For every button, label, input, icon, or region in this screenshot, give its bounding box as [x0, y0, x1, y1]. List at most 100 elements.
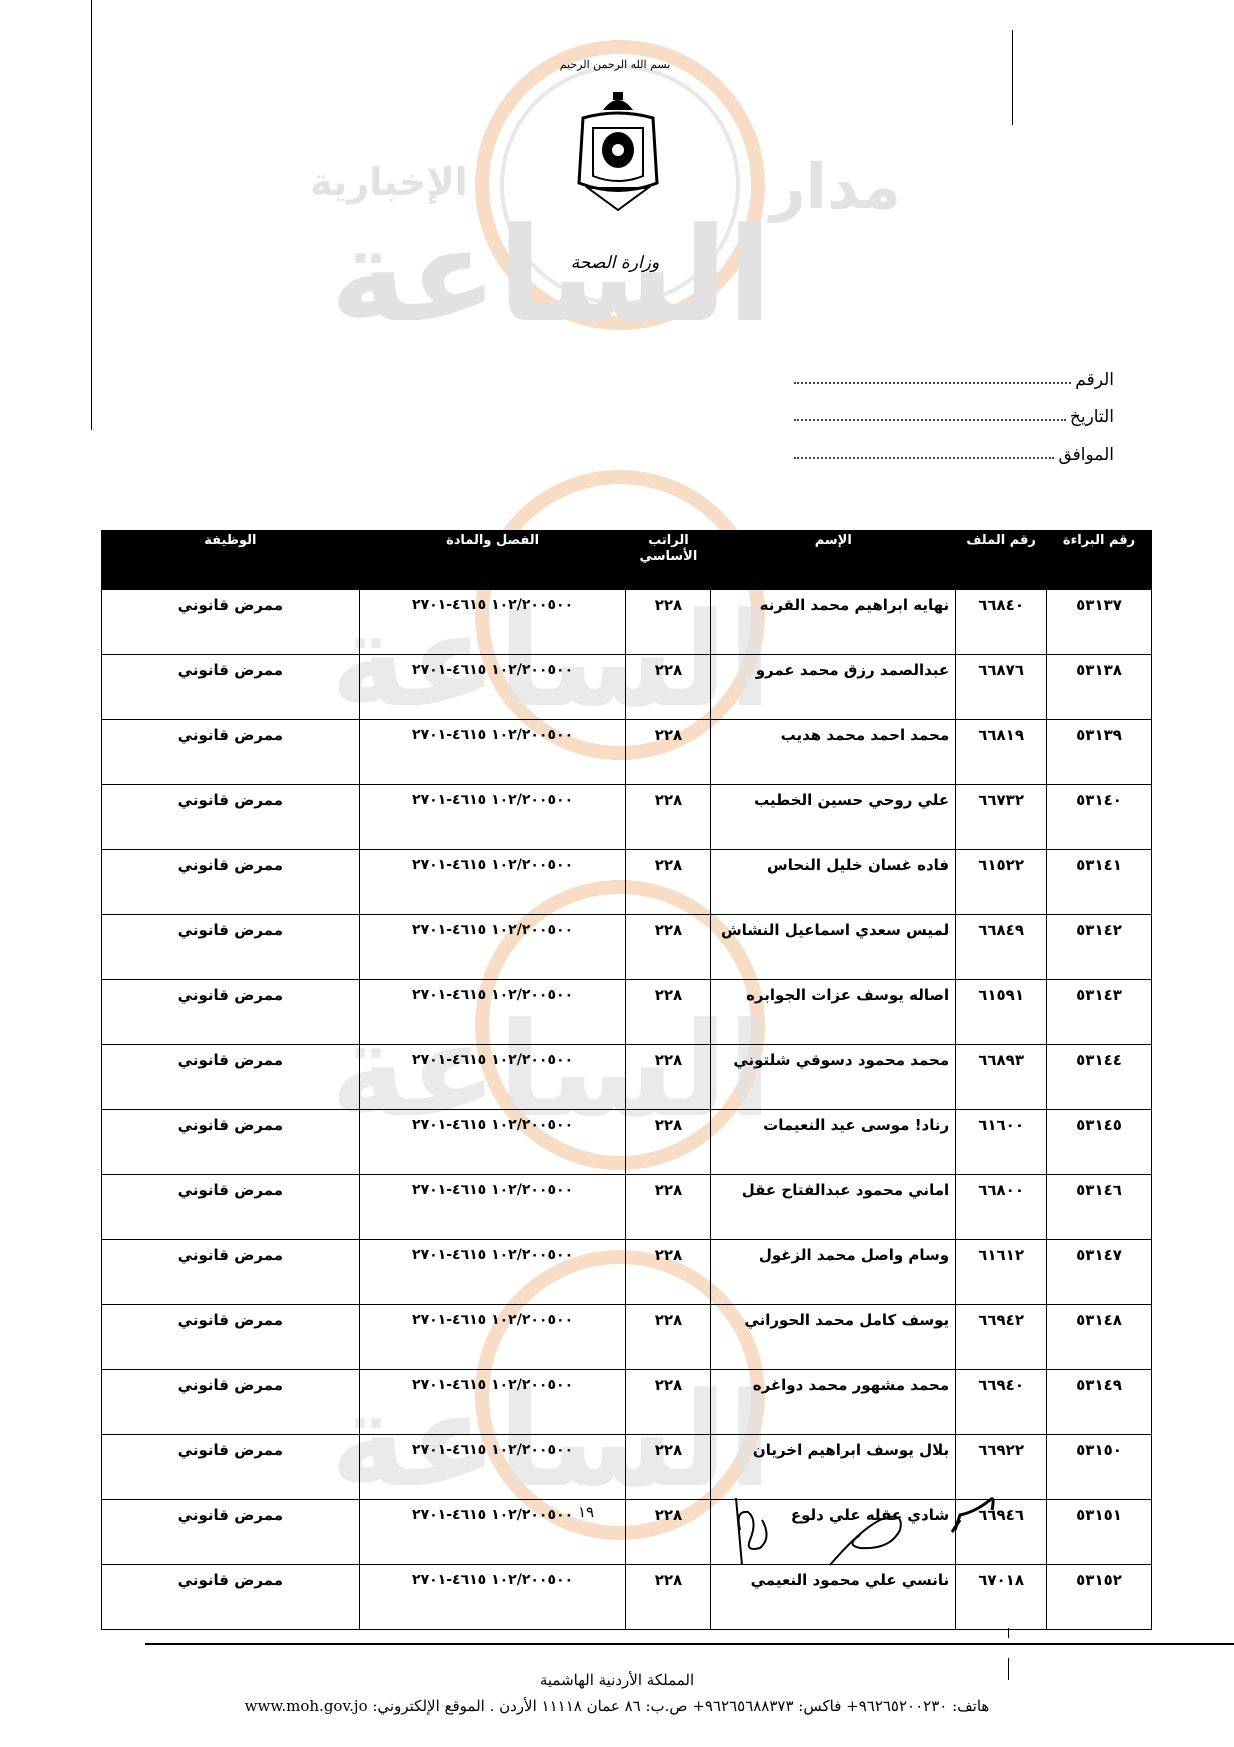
- file-number-cell: ٦٦٨٤٩: [955, 914, 1048, 980]
- file-number-cell: ٦١٦١٢: [955, 1239, 1048, 1305]
- name-cell: عبدالصمد رزق محمد عمرو: [710, 654, 957, 720]
- header-name: الإسم: [710, 530, 957, 590]
- signature-1: [735, 1497, 768, 1566]
- job-cell: ممرض قانوني: [101, 589, 360, 655]
- basic-salary-cell: ٢٢٨: [625, 1044, 712, 1110]
- file-number-cell: ٦٦٩٤٦: [955, 1499, 1048, 1565]
- license-number-cell: ٥٣١٤٣: [1046, 979, 1152, 1045]
- footer-divider: [145, 1643, 1234, 1645]
- header-chapter-article: الفصل والمادة: [358, 530, 627, 590]
- chapter-article-cell: ١٠٢/٢٠٠٥٠٠ ٤٦١٥-٢٧٠١: [358, 1109, 627, 1175]
- license-number-cell: ٥٣١٤٦: [1046, 1174, 1152, 1240]
- basic-salary-cell: ٢٢٨: [625, 1304, 712, 1370]
- license-number-cell: ٥٣١٤٠: [1046, 784, 1152, 850]
- license-number-cell: ٥٣١٥١: [1046, 1499, 1152, 1565]
- name-cell: محمد محمود دسوقي شلتوني: [710, 1044, 957, 1110]
- name-cell: علي روحي حسين الخطيب: [710, 784, 957, 850]
- table-row: ٥٣١٤٦ ٦٦٨٠٠ اماني محمود عبدالفتاح عقل ٢٢٨ ١٠…: [101, 1174, 1152, 1240]
- file-number-cell: ٦١٦٠٠: [955, 1109, 1048, 1175]
- corresponding-date-field: الموافق: [794, 435, 1114, 465]
- file-number-cell: ٦٦٩٤٢: [955, 1304, 1048, 1370]
- basic-salary-cell: ٢٢٨: [625, 654, 712, 720]
- name-cell: شادي عقله علي دلوع: [710, 1499, 957, 1565]
- license-number-cell: ٥٣١٤٨: [1046, 1304, 1152, 1370]
- license-number-cell: ٥٣١٤٧: [1046, 1239, 1152, 1305]
- chapter-article-cell: ١٠٢/٢٠٠٥٠٠ ٤٦١٥-٢٧٠١: [358, 914, 627, 980]
- file-number-cell: ٦٦٨٩٣: [955, 1044, 1048, 1110]
- chapter-article-cell: ١٠٢/٢٠٠٥٠٠ ٤٦١٥-٢٧٠١: [358, 1434, 627, 1500]
- file-number-cell: ٦٦٨٠٠: [955, 1174, 1048, 1240]
- table-row: ٥٣١٥٢ ٦٧٠١٨ نانسي علي محمود النعيمي ٢٢٨ ١٠٢/…: [101, 1564, 1152, 1630]
- name-cell: يوسف كامل محمد الحوراني: [710, 1304, 957, 1370]
- name-cell: نهايه ابراهيم محمد القرنه: [710, 589, 957, 655]
- margin-line-left: [91, 0, 92, 430]
- job-cell: ممرض قانوني: [101, 1304, 360, 1370]
- file-number-cell: ٦١٥٢٢: [955, 849, 1048, 915]
- table-row: ٥٣١٤٩ ٦٦٩٤٠ محمد مشهور محمد دواغره ٢٢٨ ١٠٢/٢…: [101, 1369, 1152, 1435]
- table-row: ٥٣١٣٧ ٦٦٨٤٠ نهايه ابراهيم محمد القرنه ٢٢٨ ١٠…: [101, 589, 1152, 655]
- job-cell: ممرض قانوني: [101, 654, 360, 720]
- table-row: ٥٣١٣٩ ٦٦٨١٩ محمد احمد محمد هديب ٢٢٨ ١٠٢/٢٠٠٥…: [101, 719, 1152, 785]
- basic-salary-cell: ٢٢٨: [625, 1499, 712, 1565]
- name-cell: نانسي علي محمود النعيمي: [710, 1564, 957, 1630]
- chapter-article-cell: ١٠٢/٢٠٠٥٠٠ ٤٦١٥-٢٧٠١: [358, 719, 627, 785]
- file-number-cell: ٦١٥٩١: [955, 979, 1048, 1045]
- chapter-article-cell: ١٠٢/٢٠٠٥٠٠ ٤٦١٥-٢٧٠١: [358, 654, 627, 720]
- basic-salary-cell: ٢٢٨: [625, 849, 712, 915]
- table-row: ٥٣١٤١ ٦١٥٢٢ فاده غسان خليل النحاس ٢٢٨ ١٠٢/٢٠…: [101, 849, 1152, 915]
- job-cell: ممرض قانوني: [101, 784, 360, 850]
- ministry-name: وزارة الصحة: [570, 253, 660, 273]
- job-cell: ممرض قانوني: [101, 914, 360, 980]
- chapter-article-cell: ١٠٢/٢٠٠٥٠٠ ٤٦١٥-٢٧٠١: [358, 849, 627, 915]
- basic-salary-cell: ٢٢٨: [625, 1109, 712, 1175]
- license-number-cell: ٥٣١٣٨: [1046, 654, 1152, 720]
- file-number-cell: ٦٦٨٤٠: [955, 589, 1048, 655]
- chapter-article-cell: ١٠٢/٢٠٠٥٠٠ ٤٦١٥-٢٧٠١: [358, 1044, 627, 1110]
- header-basic-salary: الراتب الأساسي: [625, 530, 712, 590]
- chapter-article-cell: ١٠٢/٢٠٠٥٠٠ ٤٦١٥-٢٧٠١: [358, 979, 627, 1045]
- license-number-cell: ٥٣١٤١: [1046, 849, 1152, 915]
- footer-country: المملكة الأردنية الهاشمية: [539, 1671, 695, 1689]
- table-row: ٥٣١٥١ ٦٦٩٤٦ شادي عقله علي دلوع ٢٢٨ ١٠٢/٢٠٠٥٠…: [101, 1499, 1152, 1565]
- basic-salary-cell: ٢٢٨: [625, 1434, 712, 1500]
- chapter-article-cell: ١٠٢/٢٠٠٥٠٠ ٤٦١٥-٢٧٠١: [358, 1499, 627, 1565]
- name-cell: بلال يوسف ابراهيم اخريان: [710, 1434, 957, 1500]
- name-cell: رناد! موسى عيد النعيمات: [710, 1109, 957, 1175]
- name-cell: لميس سعدي اسماعيل النشاش: [710, 914, 957, 980]
- job-cell: ممرض قانوني: [101, 1044, 360, 1110]
- basic-salary-cell: ٢٢٨: [625, 1369, 712, 1435]
- license-number-cell: ٥٣١٤٩: [1046, 1369, 1152, 1435]
- basic-salary-cell: ٢٢٨: [625, 1174, 712, 1240]
- job-cell: ممرض قانوني: [101, 1239, 360, 1305]
- basic-salary-cell: ٢٢٨: [625, 589, 712, 655]
- basic-salary-cell: ٢٢٨: [625, 914, 712, 980]
- name-cell: محمد مشهور محمد دواغره: [710, 1369, 957, 1435]
- header-job: الوظيفة: [101, 530, 360, 590]
- margin-line-right: [1012, 30, 1013, 125]
- job-cell: ممرض قانوني: [101, 849, 360, 915]
- file-number-cell: ٦٦٧٣٢: [955, 784, 1048, 850]
- footer-contact: هاتف: ٩٦٢٦٥٢٠٠٢٣٠+ فاكس: ٩٦٢٦٥٦٨٨٣٧٣+ ص.…: [244, 1697, 990, 1715]
- basic-salary-cell: ٢٢٨: [625, 979, 712, 1045]
- page-number: ١٩: [578, 1503, 595, 1521]
- job-cell: ممرض قانوني: [101, 1564, 360, 1630]
- license-number-cell: ٥٣١٣٧: [1046, 589, 1152, 655]
- signature-3: [950, 1497, 995, 1533]
- nurses-table: رقم البراءة رقم الملف الإسم الراتب الأسا…: [101, 530, 1152, 1630]
- signature-2: [829, 1515, 902, 1566]
- job-cell: ممرض قانوني: [101, 1174, 360, 1240]
- header-license-number: رقم البراءة: [1046, 530, 1152, 590]
- file-number-cell: ٦٦٨١٩: [955, 719, 1048, 785]
- license-number-cell: ٥٣١٥٠: [1046, 1434, 1152, 1500]
- name-cell: وسام واصل محمد الزغول: [710, 1239, 957, 1305]
- chapter-article-cell: ١٠٢/٢٠٠٥٠٠ ٤٦١٥-٢٧٠١: [358, 1304, 627, 1370]
- basic-salary-cell: ٢٢٨: [625, 1239, 712, 1305]
- table-row: ٥٣١٣٨ ٦٦٨٧٦ عبدالصمد رزق محمد عمرو ٢٢٨ ١٠٢/٢…: [101, 654, 1152, 720]
- table-header-row: رقم البراءة رقم الملف الإسم الراتب الأسا…: [101, 530, 1152, 590]
- chapter-article-cell: ١٠٢/٢٠٠٥٠٠ ٤٦١٥-٢٧٠١: [358, 1369, 627, 1435]
- name-cell: محمد احمد محمد هديب: [710, 719, 957, 785]
- name-cell: اماني محمود عبدالفتاح عقل: [710, 1174, 957, 1240]
- signatures: [735, 1497, 995, 1566]
- job-cell: ممرض قانوني: [101, 979, 360, 1045]
- license-number-cell: ٥٣١٣٩: [1046, 719, 1152, 785]
